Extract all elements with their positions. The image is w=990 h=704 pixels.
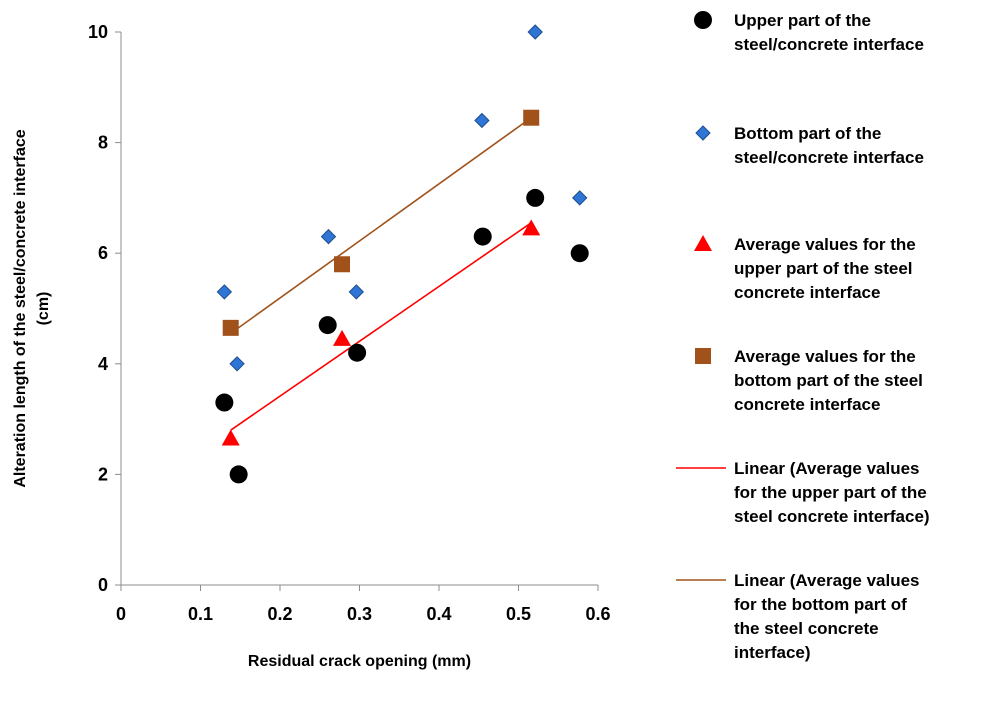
data-point-series-2 (221, 429, 240, 446)
data-point-series-3 (523, 109, 540, 126)
legend-label-series-4: steel concrete interface) (734, 507, 930, 526)
data-marks (215, 24, 589, 484)
data-point-series-1 (572, 190, 588, 206)
trendline-series-5 (230, 117, 532, 335)
data-point-series-3 (334, 256, 351, 273)
legend-swatch-series-1 (695, 125, 711, 141)
legend-label-series-5: Linear (Average values (734, 571, 920, 590)
x-tick-label: 0.4 (426, 604, 451, 624)
data-point-series-3 (222, 319, 239, 336)
data-point-series-1 (229, 356, 245, 372)
data-point-series-0 (473, 227, 492, 246)
data-point-series-1 (348, 284, 365, 300)
x-tick-label: 0 (116, 604, 126, 624)
legend-swatch-series-0 (694, 11, 712, 29)
legend-label-series-5: for the bottom part of (734, 595, 907, 614)
legend-label-series-0: Upper part of the (734, 11, 871, 30)
legend-label-series-3: concrete interface (734, 395, 880, 414)
y-tick-label: 2 (98, 464, 108, 484)
trendlines (230, 117, 532, 431)
legend-label-series-2: concrete interface (734, 283, 880, 302)
legend-label-series-1: steel/concrete interface (734, 148, 924, 167)
legend-label-series-4: Linear (Average values (734, 459, 920, 478)
x-axis-title: Residual crack opening (mm) (248, 653, 471, 670)
legend-label-series-5: the steel concrete (734, 619, 879, 638)
x-tick-label: 0.5 (506, 604, 531, 624)
data-point-series-1 (320, 228, 337, 245)
x-tick-label: 0.2 (267, 604, 292, 624)
axes: 0 2 4 6 8 10 0 0.1 0.2 0.3 0.4 0.5 0.6 Residual crack… (12, 22, 611, 670)
legend-label-series-2: upper part of the steel (734, 259, 913, 278)
legend-label-series-3: bottom part of the steel (734, 371, 923, 390)
legend-swatch-series-2 (694, 235, 712, 251)
data-point-series-0 (348, 343, 367, 362)
trendline-series-4 (230, 222, 532, 431)
y-tick-label: 4 (98, 354, 108, 374)
data-point-series-1 (527, 24, 543, 40)
x-tick-label: 0.1 (188, 604, 213, 624)
data-point-series-0 (570, 244, 589, 263)
legend-label-series-0: steel/concrete interface (734, 35, 924, 54)
data-point-series-2 (333, 329, 352, 346)
data-point-series-1 (474, 112, 490, 129)
y-tick-label: 6 (98, 243, 108, 263)
legend-swatch-series-3 (695, 348, 711, 364)
x-tick-label: 0.6 (585, 604, 610, 624)
data-point-series-2 (522, 219, 541, 236)
data-point-series-0 (318, 316, 337, 335)
x-tick-label: 0.3 (347, 604, 372, 624)
data-point-series-0 (526, 188, 545, 207)
y-tick-label: 10 (88, 22, 108, 42)
y-tick-label: 0 (98, 575, 108, 595)
legend-label-series-2: Average values for the (734, 235, 916, 254)
data-point-series-1 (216, 284, 233, 300)
legend-label-series-4: for the upper part of the (734, 483, 927, 502)
data-point-series-0 (229, 465, 248, 484)
legend-label-series-3: Average values for the (734, 347, 916, 366)
legend: Upper part of the steel/concrete interfac… (676, 11, 930, 662)
y-axis-title: (cm) (35, 292, 52, 326)
data-point-series-0 (215, 393, 234, 412)
y-axis-title: Alteration length of the steel/concrete … (12, 129, 29, 487)
legend-label-series-1: Bottom part of the (734, 124, 881, 143)
y-tick-label: 8 (98, 133, 108, 153)
legend-label-series-5: interface) (734, 643, 811, 662)
